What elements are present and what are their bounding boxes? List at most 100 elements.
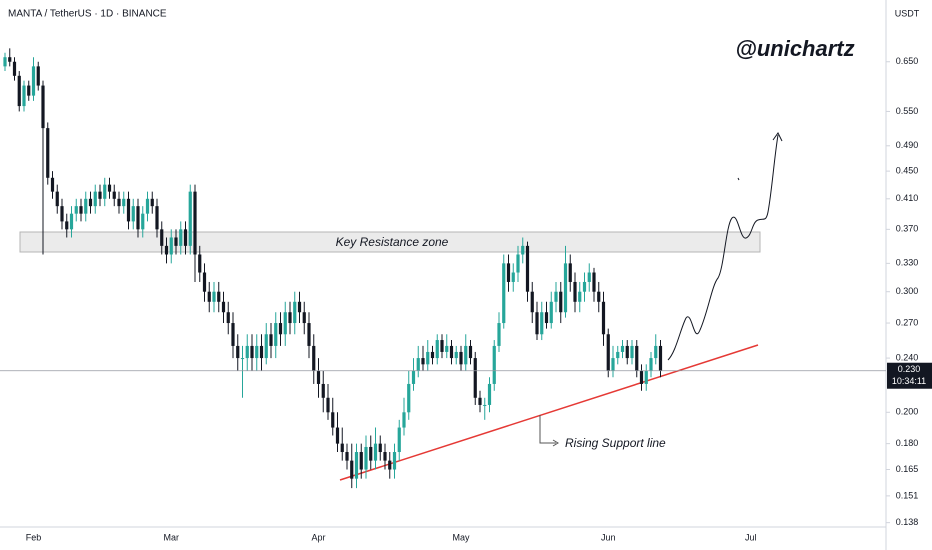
candle-body (74, 206, 78, 214)
candle-body (383, 452, 387, 461)
symbol-title: MANTA / TetherUS · 1D · BINANCE (8, 9, 167, 20)
candle-body (616, 351, 620, 359)
candle-body (122, 198, 126, 207)
y-tick-label: 0.240 (896, 352, 919, 362)
candle-body (55, 191, 59, 207)
candle-body (478, 397, 482, 405)
candle-body (630, 345, 634, 359)
candle-body (69, 213, 74, 230)
candle-body (492, 345, 496, 384)
candle-body (435, 340, 439, 359)
candle-body (188, 191, 192, 246)
candle-body (60, 206, 64, 222)
x-tick-label: Mar (164, 532, 180, 542)
candle-body (587, 272, 591, 282)
candle-body (274, 323, 278, 346)
candle-body (126, 198, 131, 222)
candle-body (46, 128, 50, 178)
candle-body (240, 358, 245, 360)
candle-body (31, 66, 36, 96)
candle-body (297, 301, 302, 313)
candle-body (221, 301, 226, 313)
candle-body (17, 75, 21, 107)
candle-body (84, 198, 88, 214)
candle-body (236, 345, 240, 359)
axis-unit: USDT (895, 8, 920, 18)
x-tick-label: Feb (26, 532, 42, 542)
candle-body (3, 57, 7, 67)
candle-body (601, 301, 606, 335)
candle-body (430, 351, 435, 359)
candle-body (8, 57, 12, 62)
y-tick-label: 0.370 (896, 224, 919, 234)
candle-body (264, 334, 268, 359)
candle-body (573, 281, 577, 302)
candle-body (207, 291, 211, 302)
candle-body (445, 345, 449, 352)
candle-body (331, 412, 335, 428)
candle-body (568, 263, 572, 282)
candle-body (41, 85, 45, 129)
candle-body (516, 254, 520, 273)
candle-body (179, 229, 183, 246)
x-tick-label: Jul (745, 532, 757, 542)
y-tick-label: 0.138 (896, 517, 919, 527)
candle-body (544, 312, 549, 324)
candle-body (36, 66, 40, 86)
candle-body (136, 206, 140, 230)
y-tick-label: 0.165 (896, 464, 919, 474)
candle-body (483, 404, 487, 406)
candle-body (416, 358, 420, 371)
candle-body (563, 263, 568, 313)
candle-body (250, 345, 254, 359)
candle-body (487, 383, 492, 405)
candle-body (150, 198, 154, 207)
candle-body (644, 370, 648, 384)
candle-body (79, 206, 83, 214)
candle-body (202, 272, 207, 292)
candle-body (288, 312, 292, 324)
x-tick-label: Apr (311, 532, 325, 542)
candle-body (350, 460, 354, 479)
candle-body (554, 291, 558, 302)
candle-body (611, 358, 615, 371)
candle-body (535, 312, 539, 335)
candle-body (321, 383, 325, 398)
candle-body (525, 245, 530, 292)
candle-body (464, 345, 468, 365)
candle-body (302, 312, 306, 324)
candle-body (169, 237, 173, 255)
candle-body (278, 323, 283, 335)
candle-body (364, 446, 368, 470)
candle-body (620, 345, 625, 352)
candle-body (345, 452, 349, 461)
support-connector (539, 415, 556, 444)
support-connector-arrow (552, 439, 559, 447)
candle-body (131, 206, 135, 222)
resistance-zone (19, 231, 761, 253)
candle-body (283, 312, 287, 335)
countdown: 10:34:11 (892, 376, 926, 386)
candle-body (174, 237, 178, 246)
y-tick-label: 0.151 (896, 490, 919, 500)
candle-body (649, 358, 653, 371)
candle-body (93, 191, 97, 207)
candle-body (293, 301, 297, 324)
candle-body (259, 345, 264, 359)
x-tick-label: Jun (601, 532, 616, 542)
y-tick-label: 0.200 (896, 407, 919, 417)
candle-body (625, 345, 629, 359)
candle-body (473, 358, 477, 398)
candle-body (12, 61, 17, 76)
candle-body (407, 383, 411, 413)
resistance-label: Key Resistance zone (336, 235, 449, 249)
candle-body (369, 446, 373, 461)
candle-body (454, 351, 458, 359)
candle-body (449, 345, 454, 359)
candle-body (497, 323, 501, 346)
candle-body (592, 272, 596, 292)
candle-body (112, 191, 116, 199)
candle-body (245, 345, 249, 359)
